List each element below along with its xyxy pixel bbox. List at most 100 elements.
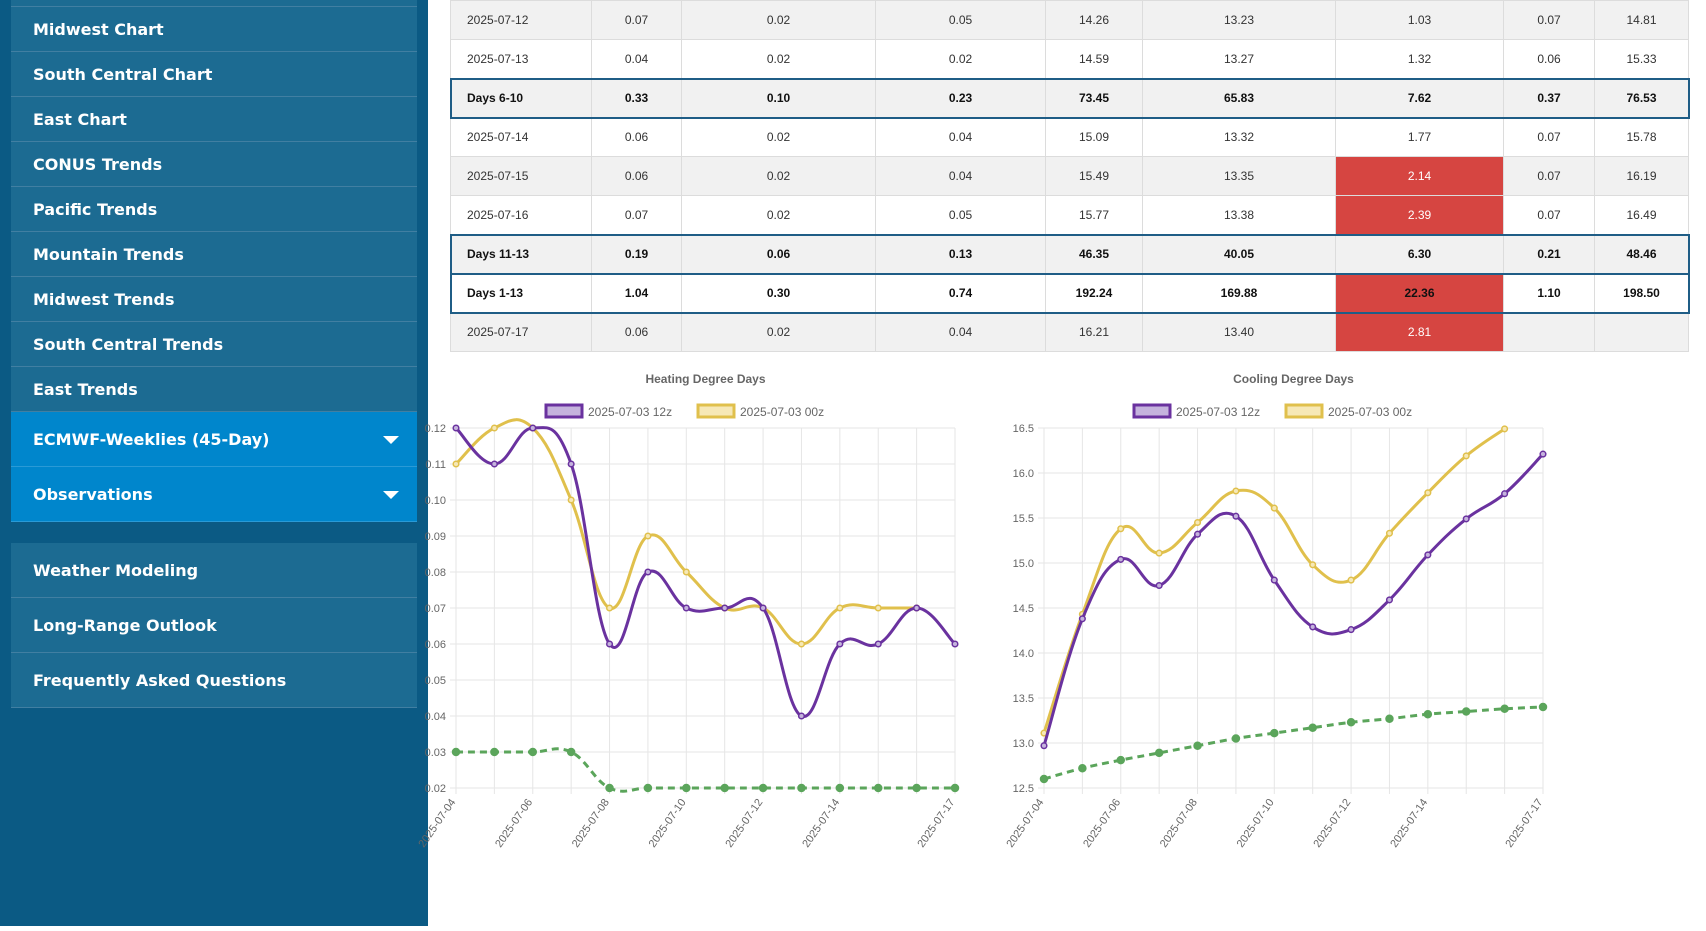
data-point[interactable] (1232, 512, 1240, 520)
data-point[interactable] (912, 783, 921, 793)
legend-swatch[interactable] (1132, 403, 1172, 419)
data-point[interactable] (451, 747, 461, 757)
sidebar-item-partial[interactable] (11, 0, 417, 7)
data-point[interactable] (1155, 581, 1163, 590)
sidebar-item-ecmwf-weeklies[interactable]: ECMWF-Weeklies (45-Day) (11, 412, 417, 467)
data-point[interactable] (1116, 755, 1126, 765)
data-point[interactable] (1501, 425, 1509, 433)
data-point[interactable] (1309, 561, 1317, 569)
data-point[interactable] (1193, 518, 1202, 527)
data-point[interactable] (951, 640, 959, 648)
legend-label[interactable]: 2025-07-03 00z (740, 405, 824, 419)
sidebar-item-faq[interactable]: Frequently Asked Questions (11, 653, 417, 708)
data-point[interactable] (1346, 718, 1356, 727)
data-point[interactable] (490, 424, 498, 432)
data-point[interactable] (835, 783, 845, 793)
data-point[interactable] (1117, 525, 1125, 533)
data-point[interactable] (1500, 704, 1509, 714)
data-point[interactable] (682, 604, 690, 612)
data-point[interactable] (1270, 576, 1278, 584)
data-point[interactable] (567, 496, 575, 504)
legend-label[interactable]: 2025-07-03 12z (588, 405, 672, 419)
data-point[interactable] (1347, 626, 1355, 634)
data-point[interactable] (682, 783, 691, 793)
data-point[interactable] (1424, 551, 1432, 559)
data-point[interactable] (873, 783, 883, 793)
data-point[interactable] (643, 783, 653, 793)
data-point[interactable] (1078, 763, 1087, 773)
data-point[interactable] (1309, 623, 1317, 631)
data-point[interactable] (1501, 490, 1509, 498)
legend-label[interactable]: 2025-07-03 12z (1176, 405, 1260, 419)
data-point[interactable] (797, 783, 806, 793)
data-point[interactable] (1155, 549, 1163, 557)
data-point[interactable] (721, 604, 729, 612)
data-point[interactable] (452, 424, 460, 432)
data-point[interactable] (566, 747, 576, 757)
data-point[interactable] (605, 604, 614, 612)
data-point[interactable] (1040, 742, 1048, 750)
data-point[interactable] (1385, 714, 1394, 723)
data-point[interactable] (490, 460, 498, 468)
data-point[interactable] (1461, 707, 1471, 716)
data-point[interactable] (1193, 530, 1202, 538)
data-point[interactable] (874, 604, 882, 612)
data-point[interactable] (1078, 615, 1086, 623)
data-point[interactable] (605, 783, 614, 793)
data-point[interactable] (1462, 515, 1470, 523)
data-point[interactable] (758, 783, 768, 793)
data-point[interactable] (1539, 450, 1547, 458)
legend-label[interactable]: 2025-07-03 00z (1328, 405, 1412, 419)
legend-swatch[interactable] (696, 403, 736, 419)
legend-swatch[interactable] (544, 403, 584, 419)
sidebar-item-midwest-trends[interactable]: Midwest Trends (11, 277, 417, 322)
sidebar-item-south-central-chart[interactable]: South Central Chart (11, 52, 417, 97)
data-point[interactable] (1039, 774, 1049, 784)
data-point[interactable] (1308, 723, 1317, 732)
sidebar-item-east-trends[interactable]: East Trends (11, 367, 417, 412)
data-point[interactable] (1423, 709, 1433, 719)
data-point[interactable] (1232, 487, 1240, 495)
sidebar-item-pacific-trends[interactable]: Pacific Trends (11, 187, 417, 232)
legend-swatch[interactable] (1284, 403, 1324, 419)
data-point[interactable] (644, 568, 652, 576)
data-point[interactable] (452, 460, 460, 468)
sidebar-item-south-central-trends[interactable]: South Central Trends (11, 322, 417, 367)
data-point[interactable] (1270, 504, 1278, 512)
sidebar-item-long-range-outlook[interactable]: Long-Range Outlook (11, 598, 417, 653)
data-point[interactable] (1385, 596, 1394, 604)
sidebar-item-observations[interactable]: Observations (11, 467, 417, 522)
data-point[interactable] (528, 747, 538, 757)
data-point[interactable] (1193, 741, 1202, 750)
sidebar-item-conus-trends[interactable]: CONUS Trends (11, 142, 417, 187)
data-point[interactable] (720, 783, 729, 793)
data-point[interactable] (1347, 576, 1355, 584)
data-point[interactable] (759, 604, 767, 612)
data-point[interactable] (1538, 702, 1548, 712)
data-point[interactable] (529, 424, 537, 432)
data-point[interactable] (1424, 489, 1432, 497)
data-point[interactable] (1385, 529, 1394, 537)
data-point[interactable] (836, 604, 844, 612)
data-point[interactable] (605, 640, 614, 648)
data-point[interactable] (950, 783, 960, 793)
sidebar-item-midwest-chart[interactable]: Midwest Chart (11, 7, 417, 52)
data-point[interactable] (644, 532, 652, 540)
data-point[interactable] (1154, 748, 1164, 758)
data-point[interactable] (874, 640, 882, 648)
data-point[interactable] (1231, 734, 1241, 743)
sidebar-item-weather-modeling[interactable]: Weather Modeling (11, 543, 417, 598)
data-point[interactable] (682, 568, 690, 576)
sidebar-item-mountain-trends[interactable]: Mountain Trends (11, 232, 417, 277)
data-point[interactable] (490, 747, 499, 757)
data-point[interactable] (836, 640, 844, 648)
data-point[interactable] (797, 712, 806, 720)
caret-down-icon[interactable] (383, 491, 399, 499)
data-point[interactable] (913, 604, 921, 612)
sidebar-item-east-chart[interactable]: East Chart (11, 97, 417, 142)
data-point[interactable] (1270, 728, 1279, 738)
caret-down-icon[interactable] (383, 436, 399, 444)
data-point[interactable] (1117, 555, 1125, 563)
data-point[interactable] (1462, 452, 1470, 460)
data-point[interactable] (797, 640, 806, 648)
